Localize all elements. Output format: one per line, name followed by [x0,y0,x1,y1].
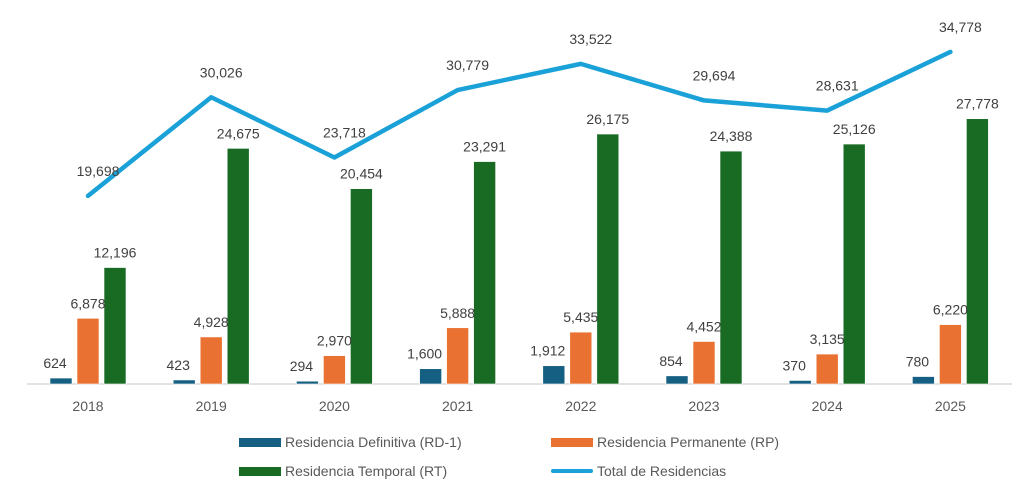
bar-rt-2019 [226,148,250,385]
bar-rd1-2022 [542,365,566,385]
bar-rd1-2020 [296,380,319,385]
bar-rp-2025 [939,324,962,385]
data-label-total-2018: 19,698 [77,163,120,179]
x-tick-label-2019: 2019 [196,398,227,414]
bar-rp-2020 [323,355,346,385]
line-layer [85,49,953,199]
data-label-rt-2023: 24,388 [710,128,753,144]
x-axis-ticks: 2018 2019 2020 2021 2022 2023 2024 2025 [72,398,966,414]
data-label-total-2020: 23,718 [323,124,366,140]
x-tick-label-2024: 2024 [812,398,843,414]
data-label-total-2021: 30,779 [446,57,489,73]
data-label-rt-2021: 23,291 [463,139,506,155]
data-label-rp-2023: 4,452 [686,318,721,334]
data-label-rt-2018: 12,196 [94,245,137,261]
bar-rp-2021 [446,327,469,385]
data-label-rp-2018: 6,878 [70,295,105,311]
data-label-rp-2020: 2,970 [317,333,352,349]
data-label-rp-2019: 4,928 [194,314,229,330]
data-label-rt-2025: 27,778 [956,96,999,112]
data-label-rt-2020: 20,454 [340,166,383,182]
data-label-rd1-2022: 1,912 [530,343,565,359]
data-label-rd1-2020: 294 [290,358,314,374]
bar-rt-2021 [473,161,496,385]
bar-rd1-2024 [788,380,812,385]
data-label-total-2022: 33,522 [569,31,612,47]
data-label-total-2024: 28,631 [816,78,859,94]
data-label-rp-2022: 5,435 [563,309,598,325]
data-label-rt-2024: 25,126 [833,121,876,137]
bar-rp-2023 [692,341,716,385]
data-label-total-2019: 30,026 [200,64,243,80]
bar-rp-2024 [815,353,839,385]
data-label-rt-2022: 26,175 [586,111,629,127]
line-total-residencias [85,49,953,199]
x-tick-label-2023: 2023 [688,398,719,414]
data-label-rp-2021: 5,888 [440,305,475,321]
data-labels-layer: 624 423 294 1,600 1,912 854 370 780 6,878 4,928 2,… [43,19,999,374]
bar-rt-2025 [966,118,989,385]
bar-rd1-2021 [419,368,442,385]
bar-rd1-2023 [665,375,689,385]
data-label-total-2023: 29,694 [693,67,736,83]
x-tick-label-2021: 2021 [442,398,473,414]
bar-rd1-2025 [912,376,935,385]
x-tick-label-2025: 2025 [935,398,966,414]
x-tick-label-2018: 2018 [72,398,103,414]
data-label-rd1-2024: 370 [783,357,807,373]
bar-rd1-2019 [172,379,196,385]
bar-rp-2022 [569,331,593,385]
data-label-rd1-2023: 854 [659,353,683,369]
data-label-rt-2019: 24,675 [217,125,260,141]
data-label-rp-2025: 6,220 [933,302,968,318]
data-label-total-2025: 34,778 [939,19,982,35]
data-label-rd1-2019: 423 [167,357,191,373]
bar-rp-2019 [199,336,223,385]
bars-layer [49,118,989,385]
data-label-rd1-2025: 780 [906,354,930,370]
x-tick-label-2022: 2022 [565,398,596,414]
bar-rt-2020 [350,188,373,385]
data-label-rd1-2021: 1,600 [407,346,442,362]
bar-rd1-2018 [49,377,73,385]
x-tick-label-2020: 2020 [319,398,350,414]
data-label-rd1-2018: 624 [43,355,67,371]
bar-rt-2022 [596,133,620,385]
bar-rp-2018 [76,318,100,385]
bar-rt-2018 [103,267,127,385]
bar-rt-2024 [842,143,866,385]
bar-rt-2023 [719,150,743,385]
data-label-rp-2024: 3,135 [810,331,845,347]
